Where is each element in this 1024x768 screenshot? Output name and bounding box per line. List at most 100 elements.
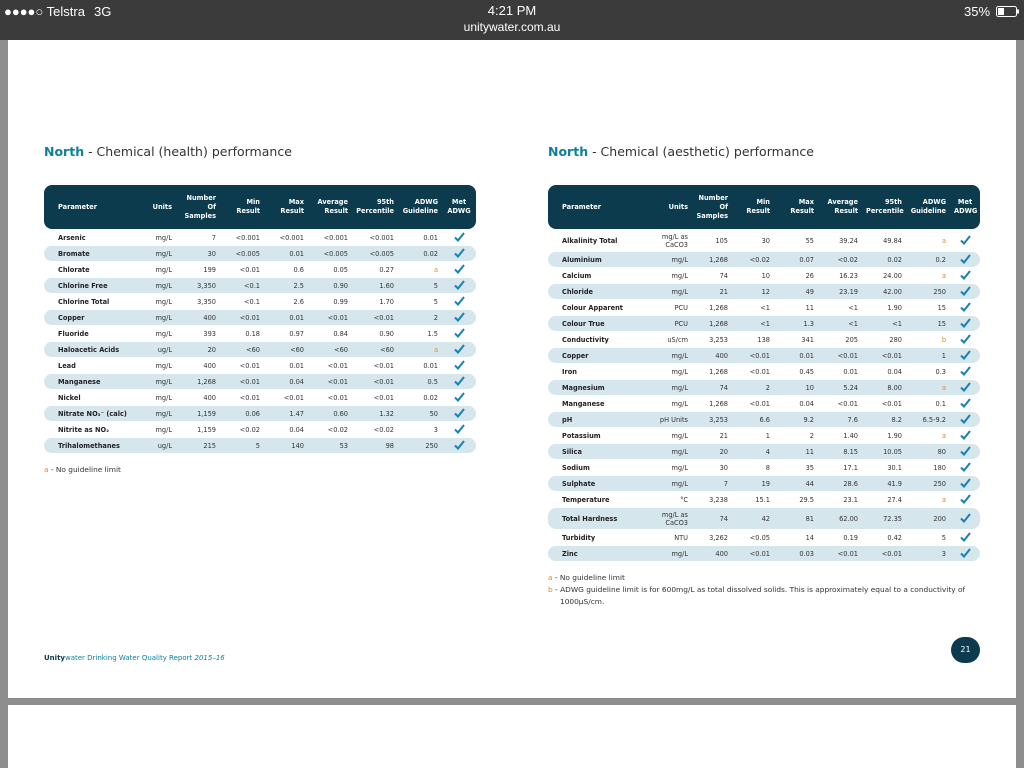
table-row: Aluminium mg/L 1,268 <0.02 0.07 <0.02 0.02 0.2 (548, 252, 980, 267)
check-icon (959, 397, 971, 408)
cell: uS/cm (667, 335, 688, 344)
cell: 0.01 (423, 361, 438, 370)
cell: <1 (862, 316, 906, 331)
cell: 0.6 (293, 265, 305, 274)
met-cell (442, 438, 476, 453)
clock: 4:21 PM (487, 3, 537, 18)
cell: 11 (805, 303, 814, 312)
notes: a - No guideline limit b - ADWG guideline… (548, 572, 980, 608)
column-header: Parameter (548, 185, 640, 229)
cell: 15 (906, 316, 950, 331)
check-icon (453, 295, 465, 306)
cell: Chlorine Free (44, 278, 136, 293)
table-row: Silica mg/L 20 4 11 8.15 10.05 80 (548, 444, 980, 459)
document-page: North - Chemical (health) performance Par… (8, 40, 1016, 698)
cell: 3 (906, 546, 950, 561)
table-row: Potassium mg/L 21 1 2 1.40 1.90 a (548, 428, 980, 443)
cell: <60 (308, 342, 352, 357)
cell: 17.1 (843, 463, 858, 472)
met-cell (442, 246, 476, 261)
cell: a (906, 380, 950, 395)
cell: 55 (805, 236, 814, 245)
column-header: Parameter (44, 185, 136, 229)
aesthetic-section: North - Chemical (aesthetic) performance… (548, 144, 980, 608)
cell: 3,238 (709, 495, 728, 504)
cell: <1 (818, 316, 862, 331)
cell: 12 (732, 284, 774, 299)
cell: 1,159 (176, 406, 220, 421)
cell: Colour Apparent (562, 303, 623, 312)
table-row: Temperature °C 3,238 15.1 29.5 23.1 27.4 a (548, 492, 980, 507)
cell: mg/L (671, 367, 688, 376)
cell: 20 (692, 444, 732, 459)
cell: 400 (692, 546, 732, 561)
cell: mg/L (155, 297, 172, 306)
cell: Alkalinity Total (562, 236, 618, 245)
footnote-key: a (548, 573, 553, 582)
cell: 30 (176, 246, 220, 261)
cell: a (941, 236, 946, 245)
cell: 280 (889, 335, 902, 344)
cell: 341 (801, 335, 814, 344)
cell: <0.01 (352, 310, 398, 325)
region: North (548, 144, 589, 159)
table-row: pH pH Units 3,253 6.6 9.2 7.6 8.2 6.5-9.2 (548, 412, 980, 427)
section-title: North - Chemical (aesthetic) performance (548, 144, 980, 162)
notes: a - No guideline limit (44, 464, 476, 476)
met-cell (950, 316, 980, 331)
cell: 0.02 (423, 393, 438, 402)
cell: Total Hardness (548, 508, 640, 529)
cell: Arsenic (58, 233, 86, 242)
cell: <0.001 (323, 233, 348, 242)
cell: 3,253 (709, 335, 728, 344)
cell: 49.84 (883, 236, 902, 245)
cell: 250 (398, 438, 442, 453)
column-header: Units (136, 185, 176, 229)
met-cell (950, 428, 980, 443)
cell: 10.05 (862, 444, 906, 459)
cell: 5.24 (818, 380, 862, 395)
check-icon (959, 285, 971, 296)
cell: <0.01 (327, 361, 348, 370)
check-icon (453, 231, 465, 242)
cell: mg/L (640, 380, 692, 395)
header-row: Parameter Units Number Of Samples Min Resul… (548, 185, 980, 229)
cell: b (941, 335, 946, 344)
check-icon (453, 247, 465, 258)
table-row: Copper mg/L 400 <0.01 0.01 <0.01 <0.01 1 (548, 348, 980, 363)
cell: 138 (757, 335, 770, 344)
column-header: Max Result (264, 185, 308, 229)
cell: 0.04 (264, 374, 308, 389)
table-row: Alkalinity Total mg/L as CaCO3 105 30 55 39.2… (548, 230, 980, 251)
met-cell (950, 332, 980, 347)
section-title: North - Chemical (health) performance (44, 144, 476, 162)
table-row: Nitrate NO₃⁻ (calc) mg/L 1,159 0.06 1.47 0.60… (44, 406, 476, 421)
cell: a (941, 271, 946, 280)
cell: <0.01 (308, 374, 352, 389)
cell: Sodium (562, 463, 590, 472)
met-cell (950, 444, 980, 459)
battery-icon (996, 6, 1019, 17)
cell: 72.35 (862, 508, 906, 529)
cell: 5 (220, 438, 264, 453)
cell: <0.02 (327, 425, 348, 434)
table-row: Arsenic mg/L 7 <0.001 <0.001 <0.001 <0.001 0.01 (44, 230, 476, 245)
cell: 0.90 (308, 278, 352, 293)
url[interactable]: unitywater.com.au (463, 20, 561, 34)
cell: Temperature (562, 495, 610, 504)
check-icon (959, 253, 971, 264)
cell: 10 (774, 380, 818, 395)
footnote: a - No guideline limit (548, 572, 980, 584)
cell: 5 (941, 533, 946, 542)
cell: 0.27 (379, 265, 394, 274)
cell: Lead (58, 361, 76, 370)
cell: Chlorate (58, 265, 90, 274)
cell: <0.01 (881, 399, 902, 408)
cell: <1 (848, 303, 858, 312)
cell: 9.2 (774, 412, 818, 427)
column-header: Min Result (220, 185, 264, 229)
table-row: Chlorine Total mg/L 3,350 <0.1 2.6 0.99 1.70 5 (44, 294, 476, 309)
check-icon (959, 547, 971, 558)
cell: <0.01 (732, 348, 774, 363)
